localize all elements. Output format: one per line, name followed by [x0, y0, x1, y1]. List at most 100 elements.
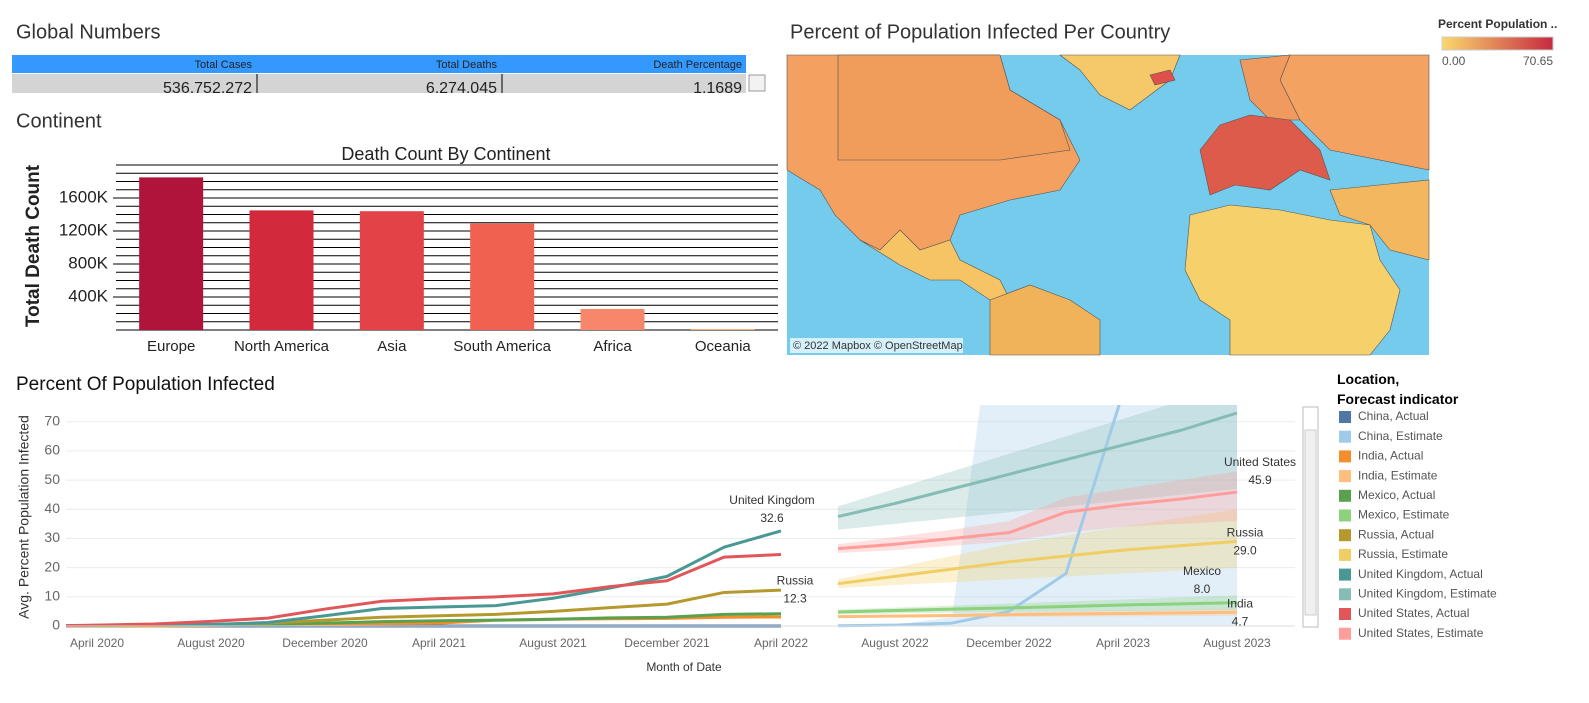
annotation-name: India: [1227, 596, 1253, 610]
chart-title: Percent Of Population Infected: [16, 374, 275, 395]
x-tick-label: August 2020: [177, 636, 245, 650]
annotation-name: United Kingdom: [729, 493, 814, 507]
land: [837, 54, 1071, 161]
x-tick-label: April 2022: [754, 636, 808, 650]
x-tick-label: April 2023: [1096, 636, 1150, 650]
y-tick-label: 20: [44, 558, 60, 574]
annotation-name: Russia: [1227, 526, 1264, 540]
scroll-box[interactable]: [748, 74, 766, 92]
legend-label: United Kingdom, Actual: [1358, 567, 1483, 581]
legend-label: India, Actual: [1358, 449, 1423, 463]
legend-max: 70.65: [1523, 54, 1553, 68]
y-tick-label: 70: [44, 412, 60, 428]
annotation-name: United States: [1224, 455, 1296, 469]
legend-label: Russia, Estimate: [1358, 547, 1448, 561]
bar: [580, 308, 645, 330]
y-tick-label: 60: [44, 442, 60, 458]
series-line: [837, 539, 1238, 586]
legend-label: Russia, Actual: [1358, 527, 1434, 541]
table-header-label: Total Cases: [195, 59, 253, 71]
data-label: 12.3: [783, 591, 807, 605]
legend-title: Location, Forecast indicator: [1337, 371, 1459, 407]
data-label: 45.9: [1248, 473, 1272, 487]
x-tick-label: August 2021: [519, 636, 587, 650]
land: [1149, 69, 1176, 86]
plot-area: [66, 405, 1238, 628]
y-tick-label: 40: [44, 500, 60, 516]
legend-label: Mexico, Estimate: [1358, 508, 1450, 522]
data-label: 8.0: [1194, 582, 1211, 596]
legend-swatch: [1339, 588, 1351, 601]
map[interactable]: [786, 54, 1430, 356]
legend-swatch: [1339, 627, 1351, 640]
table-header-label: Total Deaths: [436, 59, 498, 71]
y-tick-label: 0: [52, 617, 60, 633]
bar: [249, 210, 314, 330]
legend-swatch: [1339, 529, 1351, 542]
x-tick-label: August 2023: [1203, 636, 1271, 650]
y-tick-label: 50: [44, 471, 60, 487]
confidence-band: [838, 471, 1237, 554]
legend-swatch: [1339, 450, 1351, 463]
section-title: Global Numbers: [16, 21, 161, 43]
x-tick-label: Asia: [377, 338, 407, 355]
legend-label: China, Estimate: [1358, 429, 1443, 443]
land: [1059, 54, 1181, 111]
y-tick-label: 1600K: [59, 187, 109, 206]
data-label: 32.6: [760, 511, 784, 525]
y-axis-title: Avg. Percent Population Infected: [16, 415, 32, 619]
legend-swatch: [1339, 470, 1351, 483]
legend-swatch: [1339, 411, 1351, 423]
legend-swatch: [1339, 568, 1351, 581]
y-tick-label: 400K: [68, 286, 108, 305]
annotation-name: Mexico: [1183, 564, 1221, 578]
series-line: [837, 411, 1238, 519]
annotation-name: Russia: [777, 573, 814, 587]
legend-label: United Kingdom, Estimate: [1358, 586, 1497, 600]
series-line: [837, 601, 1238, 614]
chart-title: Percent of Population Infected Per Count…: [790, 21, 1170, 43]
y-tick-label: 30: [44, 529, 60, 545]
data-label: 29.0: [1233, 544, 1257, 558]
legend-swatch: [1339, 548, 1351, 561]
table-value: 536,752,272: [163, 80, 252, 97]
y-tick-label: 1200K: [59, 220, 109, 239]
y-tick-label: 800K: [68, 253, 108, 272]
legend-label: China, Actual: [1358, 409, 1429, 423]
x-tick-label: April 2020: [70, 636, 124, 650]
legend-swatch: [1339, 489, 1351, 502]
bar: [470, 223, 535, 330]
table-row: [12, 74, 746, 93]
confidence-band: [838, 509, 1237, 589]
land: [1239, 54, 1301, 121]
legend-title: Percent Population ..: [1438, 17, 1557, 31]
table-header: [12, 55, 746, 73]
legend-label: United States, Actual: [1358, 606, 1469, 620]
scroll-thumb[interactable]: [1304, 429, 1317, 616]
x-tick-label: Oceania: [695, 338, 752, 355]
legend-swatch: [1339, 430, 1351, 443]
data-label: 4.7: [1232, 614, 1249, 628]
table-value: 6,274,045: [426, 80, 497, 97]
land: [1184, 204, 1401, 356]
table-header-label: Death Percentage: [653, 59, 742, 71]
table-value: 1.1689: [693, 80, 742, 97]
y-tick-label: 10: [44, 588, 60, 604]
bar: [359, 211, 424, 330]
series-line: [837, 610, 1238, 619]
section-title: Continent: [16, 110, 102, 132]
x-axis-title: Month of Date: [646, 660, 722, 674]
land: [1199, 114, 1331, 196]
x-tick-label: Europe: [147, 338, 195, 355]
series-line: [66, 553, 782, 628]
legend-swatch: [1339, 509, 1351, 522]
legend-min: 0.00: [1442, 54, 1466, 68]
legend-swatch: [1339, 608, 1351, 620]
chart-title: Death Count By Continent: [341, 144, 550, 164]
bar: [139, 177, 204, 330]
x-tick-label: August 2022: [861, 636, 929, 650]
x-tick-label: December 2020: [282, 636, 368, 650]
land: [859, 229, 1011, 301]
